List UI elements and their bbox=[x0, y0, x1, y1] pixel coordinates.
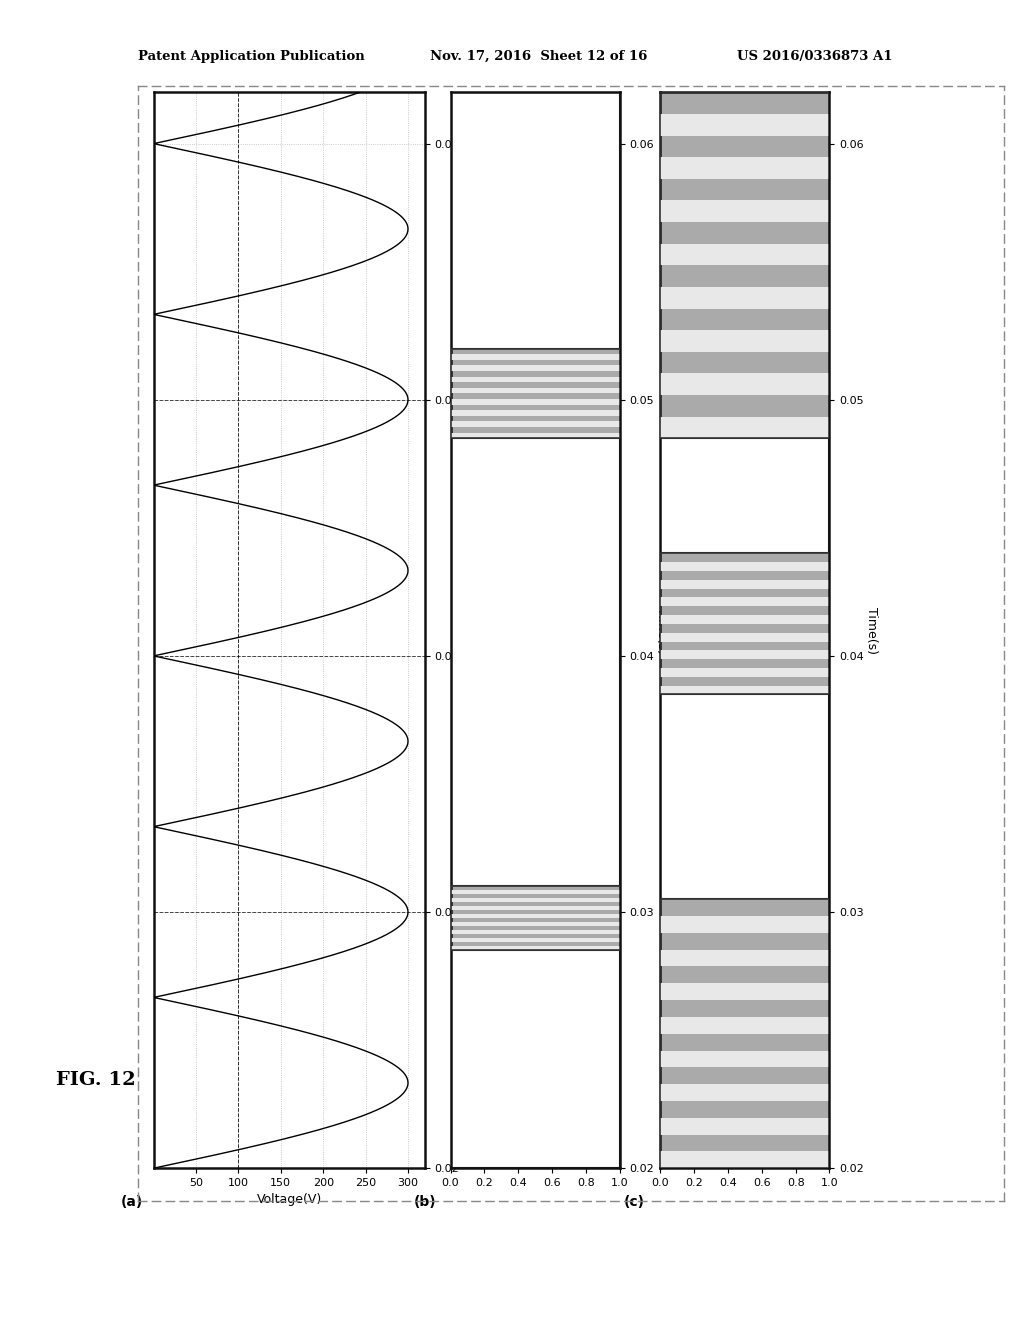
Text: FIG. 12: FIG. 12 bbox=[56, 1071, 136, 1089]
Bar bbox=[451, 915, 620, 919]
Bar bbox=[451, 931, 620, 935]
Bar bbox=[451, 939, 620, 942]
Bar bbox=[660, 899, 829, 1168]
Bar bbox=[451, 399, 620, 404]
Y-axis label: Time(s): Time(s) bbox=[655, 607, 668, 653]
Bar bbox=[660, 92, 829, 438]
Bar bbox=[660, 685, 829, 694]
Bar bbox=[660, 949, 829, 966]
Bar bbox=[660, 330, 829, 351]
Bar bbox=[660, 92, 829, 438]
Bar bbox=[451, 421, 620, 426]
Bar bbox=[451, 376, 620, 383]
Bar bbox=[660, 632, 829, 642]
Bar bbox=[660, 1118, 829, 1135]
Bar bbox=[660, 417, 829, 438]
Bar bbox=[451, 411, 620, 416]
Text: Patent Application Publication: Patent Application Publication bbox=[138, 50, 365, 63]
Bar bbox=[660, 598, 829, 606]
Bar bbox=[451, 899, 620, 903]
Bar bbox=[660, 694, 829, 899]
Text: (c): (c) bbox=[624, 1195, 644, 1209]
Bar bbox=[660, 114, 829, 136]
Bar bbox=[660, 615, 829, 624]
Bar bbox=[451, 887, 620, 950]
Y-axis label: Time(s): Time(s) bbox=[461, 607, 473, 653]
Text: US 2016/0336873 A1: US 2016/0336873 A1 bbox=[737, 50, 893, 63]
Bar bbox=[451, 891, 620, 895]
Bar bbox=[660, 1084, 829, 1101]
Text: (b): (b) bbox=[414, 1195, 436, 1209]
Bar bbox=[660, 374, 829, 395]
Bar bbox=[660, 1151, 829, 1168]
Y-axis label: Time(s): Time(s) bbox=[865, 607, 878, 653]
Bar bbox=[451, 354, 620, 360]
Bar bbox=[660, 244, 829, 265]
X-axis label: Voltage(V): Voltage(V) bbox=[257, 1193, 322, 1206]
Bar bbox=[451, 388, 620, 393]
Bar bbox=[660, 668, 829, 677]
Bar bbox=[660, 286, 829, 309]
Bar bbox=[660, 1051, 829, 1068]
Bar bbox=[660, 157, 829, 178]
Bar bbox=[451, 946, 620, 950]
Bar bbox=[660, 553, 829, 694]
Bar bbox=[451, 366, 620, 371]
Bar bbox=[451, 887, 620, 950]
Bar bbox=[451, 348, 620, 438]
Bar bbox=[660, 201, 829, 222]
Bar bbox=[451, 923, 620, 927]
Bar bbox=[451, 92, 620, 348]
Bar bbox=[660, 579, 829, 589]
Text: Nov. 17, 2016  Sheet 12 of 16: Nov. 17, 2016 Sheet 12 of 16 bbox=[430, 50, 647, 63]
Bar bbox=[660, 553, 829, 694]
Bar bbox=[660, 562, 829, 572]
Bar bbox=[660, 651, 829, 659]
Bar bbox=[451, 348, 620, 438]
Bar bbox=[660, 899, 829, 1168]
Bar bbox=[451, 433, 620, 438]
Bar bbox=[451, 907, 620, 911]
Bar bbox=[451, 950, 620, 1168]
Text: (a): (a) bbox=[121, 1195, 143, 1209]
Bar bbox=[660, 438, 829, 553]
Bar bbox=[660, 916, 829, 933]
Bar bbox=[660, 983, 829, 1001]
Bar bbox=[451, 438, 620, 887]
Bar bbox=[660, 1016, 829, 1034]
